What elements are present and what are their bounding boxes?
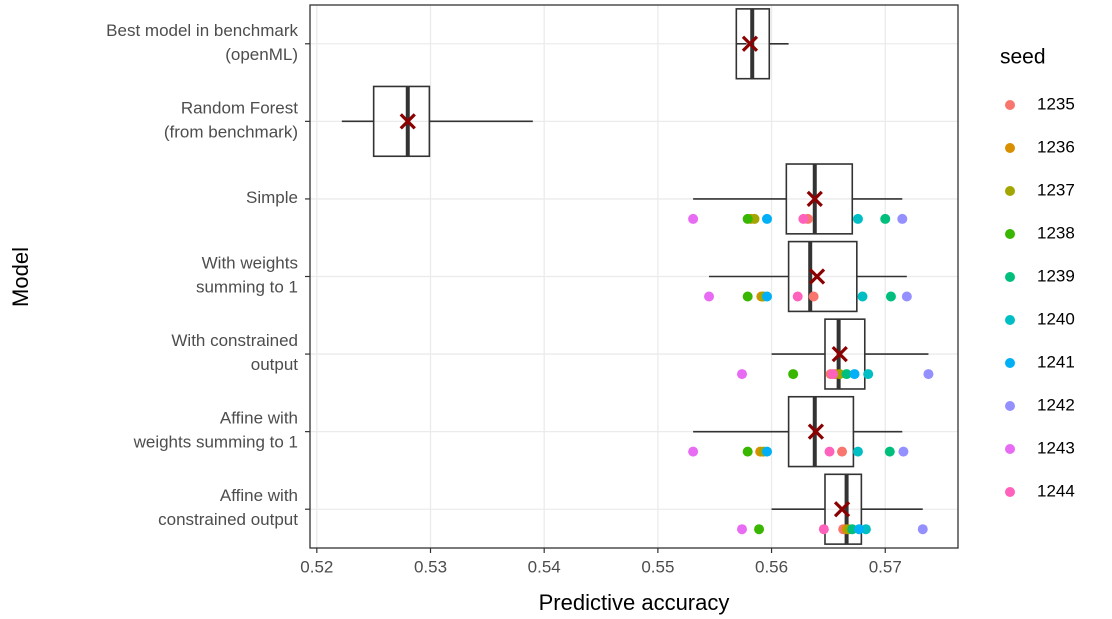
seed-point [837,446,848,457]
y-tick-label: Best model in benchmark (openML) [106,21,298,64]
x-tick-label: 0.55 [641,557,674,576]
y-tick-label: With weights summing to 1 [196,254,298,297]
seed-point [688,213,699,224]
legend-label: 1242 [1037,395,1075,414]
seed-point [754,524,765,535]
seed-point [742,213,753,224]
seed-point [792,291,803,302]
panel-border [309,4,959,549]
seed-point [827,369,838,380]
seed-point [688,446,699,457]
y-tick-label-line: Affine with [220,487,298,506]
y-tick-label: With constrained output [171,332,298,375]
seed-point [854,524,865,535]
legend-marker [1005,315,1015,325]
y-tick-label-line: With weights [202,254,298,273]
seed-point [884,446,895,457]
box [787,395,855,468]
y-tick-label-line: summing to 1 [196,278,298,297]
legend-label: 1237 [1037,180,1075,199]
seed-point [897,213,908,224]
y-axis-title: Model [8,247,33,307]
y-tick-label: Affine with constrained output [158,487,298,530]
seed-point [762,213,773,224]
legend-label: 1236 [1037,137,1075,156]
seed-point [798,213,809,224]
mean-marker [741,35,759,52]
seed-point [788,369,799,380]
y-tick-label-line: With constrained [171,332,298,351]
box [824,473,863,545]
x-tick-label: 0.54 [528,557,561,576]
mean-marker [807,423,825,440]
seed-point [885,291,896,302]
y-tick-label-line: Simple [246,188,298,207]
y-tick-label-line: constrained output [158,511,298,530]
y-tick-label-line: Affine with [220,409,298,428]
legend-marker [1005,358,1015,368]
seed-point [898,446,909,457]
seed-point [737,524,747,535]
legend-label: 1235 [1037,94,1075,113]
box [787,240,858,313]
legend-marker [1005,186,1015,196]
legend-label: 1241 [1037,352,1075,371]
seed-point [880,213,891,224]
seed-point [857,291,868,302]
mean-marker [833,501,851,518]
legend-marker [1005,143,1015,153]
y-tick-label-line: (from benchmark) [164,123,298,142]
mean-marker [399,113,416,130]
y-tick-label-line: Random Forest [181,99,298,118]
seed-point [852,213,863,224]
seed-point [742,291,753,302]
seed-point [762,446,773,457]
x-axis-title: Predictive accuracy [539,590,730,615]
legend-marker [1005,100,1015,110]
y-tick-label-line: output [251,356,299,375]
y-tick-label: Affine with weights summing to 1 [133,409,298,452]
y-tick-label-line: (openML) [225,45,298,64]
seed-point [852,446,863,457]
seed-point [742,446,753,457]
x-tick-label: 0.52 [300,557,333,576]
legend-marker [1005,401,1015,411]
legend-label: 1244 [1037,481,1075,500]
y-tick-label-line: Best model in benchmark [106,21,298,40]
mean-marker [831,345,848,363]
legend-marker [1005,444,1015,454]
box [372,85,431,158]
y-tick-label: Simple [246,188,298,207]
seed-point [808,291,819,302]
legend-marker [1005,229,1015,239]
seed-point [849,369,860,380]
seed-point [923,369,934,380]
seed-point [704,291,715,302]
seed-point [863,369,874,380]
legend-label: 1239 [1037,266,1075,285]
legend-label: 1238 [1037,223,1075,242]
mean-marker [806,190,823,208]
seed-point [762,291,773,302]
seed-point [901,291,912,302]
x-tick-label: 0.56 [755,557,788,576]
legend-label: 1240 [1037,309,1075,328]
seed-point [824,446,835,457]
mean-marker [808,268,826,285]
box [785,163,854,235]
seed-point [737,369,747,380]
legend-marker [1005,487,1015,497]
legend-title: seed [1000,46,1046,69]
seed-point [818,524,829,535]
x-tick-label: 0.57 [869,557,902,576]
legend-marker [1005,272,1015,282]
seed-point [917,524,928,535]
legend-label: 1243 [1037,438,1075,457]
y-tick-label-line: weights summing to 1 [133,433,298,452]
box [824,318,866,390]
y-tick-label: Random Forest (from benchmark) [164,99,298,142]
seed-point [841,369,852,380]
x-tick-label: 0.53 [414,557,447,576]
